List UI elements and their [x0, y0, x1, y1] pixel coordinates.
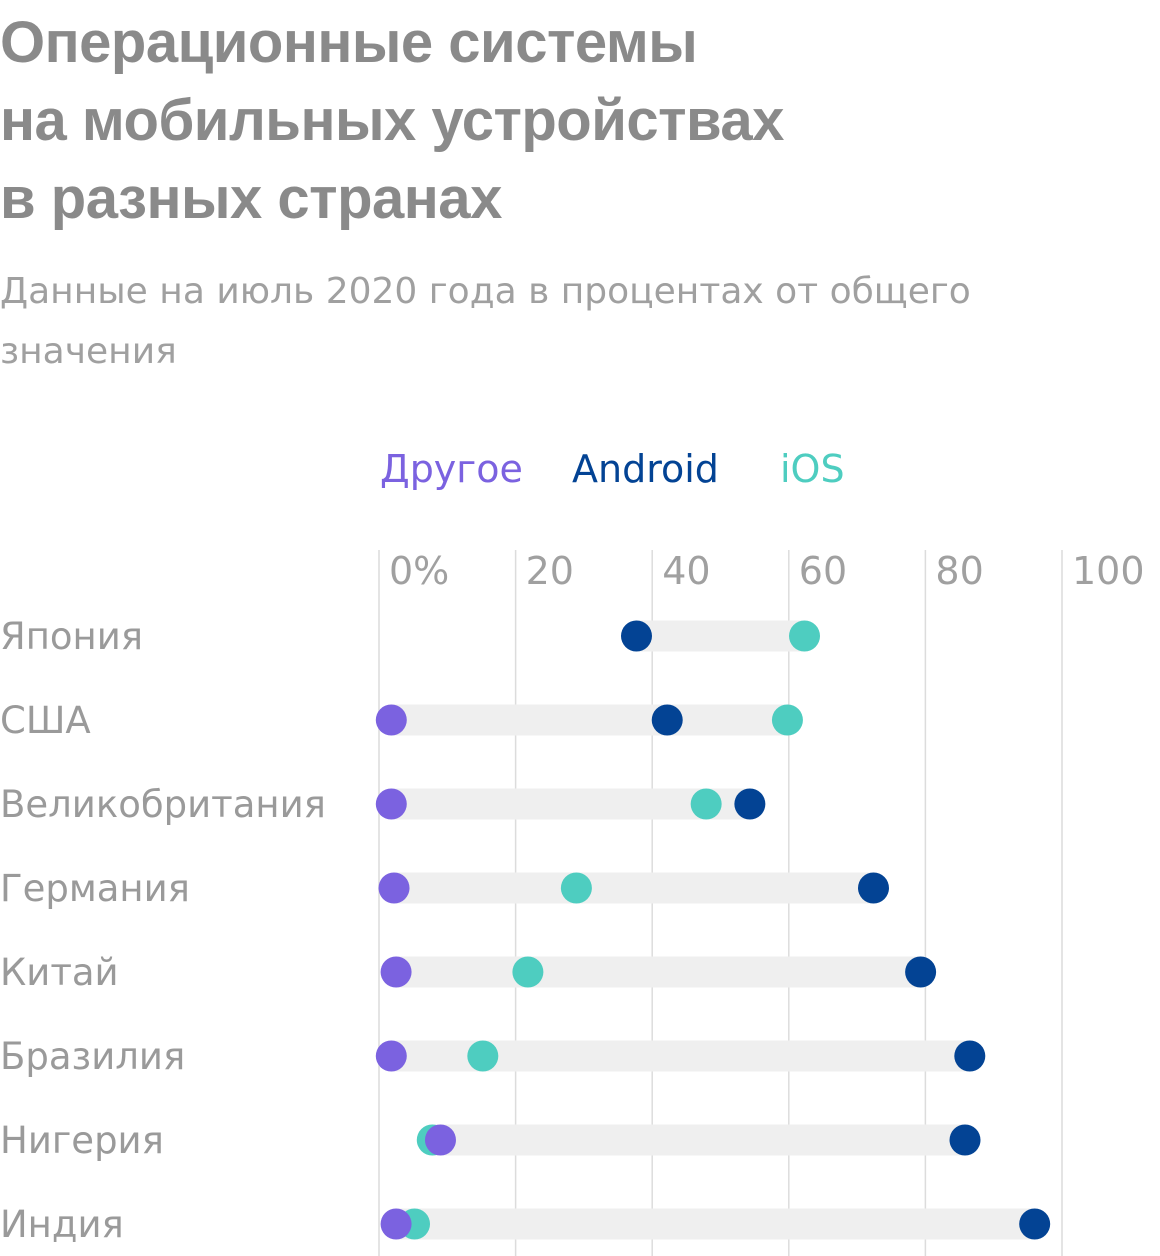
- data-point-ios: [690, 788, 722, 820]
- chart-title: Операционные системы на мобильных устрой…: [0, 4, 1150, 238]
- x-tick-label: 20: [526, 549, 574, 593]
- data-point-android: [857, 872, 889, 904]
- chart-subtitle-line: значения: [0, 331, 177, 372]
- data-point-ios: [512, 956, 544, 988]
- data-point-android: [1019, 1208, 1051, 1240]
- data-point-other: [424, 1124, 456, 1156]
- data-point-ios: [467, 1040, 499, 1072]
- category-label: Германия: [0, 867, 190, 910]
- data-point-ios: [771, 704, 803, 736]
- category-label: США: [0, 699, 91, 742]
- data-point-ios: [789, 620, 821, 652]
- data-point-android: [954, 1040, 986, 1072]
- legend-entry-ios: iOS: [780, 447, 845, 491]
- range-track: [391, 788, 750, 820]
- data-point-other: [375, 1040, 407, 1072]
- legend-entry-other: Другое: [380, 447, 523, 491]
- range-track: [432, 1124, 966, 1156]
- data-point-android: [651, 704, 683, 736]
- x-tick-label: 0%: [389, 549, 449, 593]
- category-label: Бразилия: [0, 1035, 185, 1078]
- range-track: [391, 704, 788, 736]
- range-track: [396, 956, 921, 988]
- x-tick-label: 60: [799, 549, 847, 593]
- legend: Другое Android iOS: [380, 447, 845, 491]
- data-point-android: [620, 620, 652, 652]
- x-axis-ticks: 0% 20 40 60 80 100: [389, 549, 1145, 593]
- data-point-ios: [560, 872, 592, 904]
- data-point-other: [375, 704, 407, 736]
- chart-subtitle-line: Данные на июль 2020 года в процентах от …: [0, 271, 971, 312]
- data-point-android: [734, 788, 766, 820]
- data-point-other: [375, 788, 407, 820]
- range-track: [636, 620, 805, 652]
- data-points: [375, 620, 1051, 1240]
- category-labels: Япония США Великобритания Германия Китай Браз…: [0, 615, 326, 1246]
- category-label: Индия: [0, 1203, 124, 1246]
- category-label: Великобритания: [0, 783, 326, 826]
- data-point-other: [380, 1208, 412, 1240]
- x-tick-label: 40: [662, 549, 710, 593]
- data-point-other: [380, 956, 412, 988]
- category-label: Япония: [0, 615, 143, 658]
- data-point-other: [378, 872, 410, 904]
- range-track: [396, 1208, 1035, 1240]
- chart-subtitle: Данные на июль 2020 года в процентах от …: [0, 262, 1150, 382]
- chart-title-line: Операционные системы: [0, 10, 698, 75]
- category-label: Китай: [0, 951, 119, 994]
- x-tick-label: 100: [1072, 549, 1145, 593]
- range-track: [394, 872, 874, 904]
- data-point-android: [949, 1124, 981, 1156]
- data-point-android: [905, 956, 937, 988]
- range-tracks: [391, 620, 1035, 1240]
- category-label: Нигерия: [0, 1119, 164, 1162]
- chart-title-line: в разных странах: [0, 166, 502, 231]
- x-tick-label: 80: [935, 549, 983, 593]
- chart-title-line: на мобильных устройствах: [0, 88, 784, 153]
- legend-entry-android: Android: [572, 447, 719, 491]
